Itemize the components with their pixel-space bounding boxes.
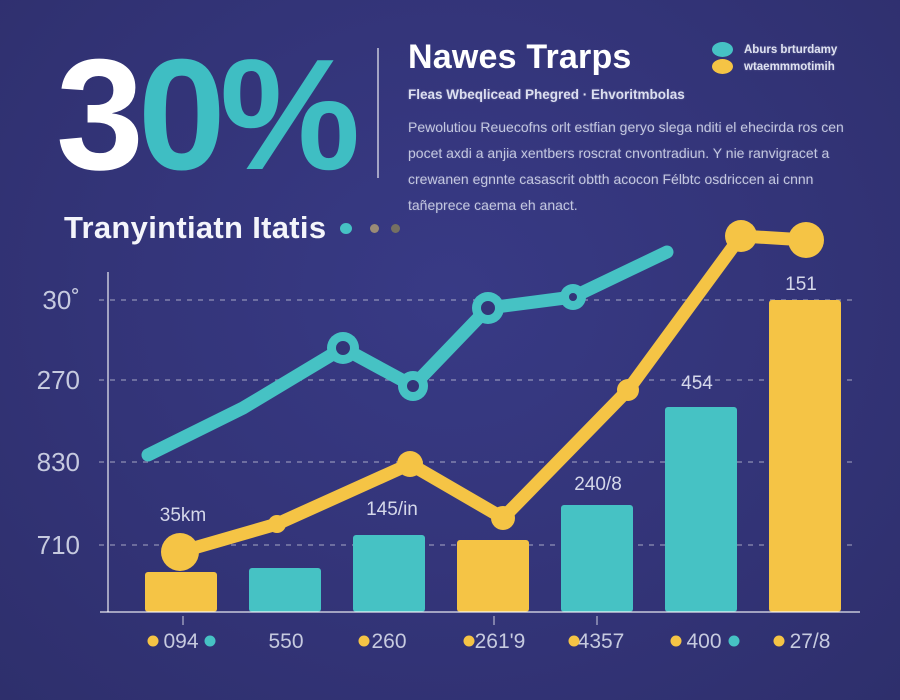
teal-series-marker [472,292,504,324]
x-axis-tick-label: 261'9 [475,630,526,653]
teal-series-line [141,245,674,462]
x-axis-tick-label: 400 [686,630,721,653]
teal-series-marker-hole [569,293,577,301]
teal-series-marker [398,371,428,401]
x-axis-dot-yellow-icon [773,635,785,647]
yellow-series-marker [725,220,757,252]
body-text-line: tañeprece caema eh anact. [408,197,578,213]
data-label: 240/8 [574,474,622,495]
x-axis-dot-teal-icon [728,635,740,647]
teal-series-marker [560,284,586,310]
legend-item: Aburs brturdamy [712,41,837,58]
x-axis-dot-yellow-icon [147,635,159,647]
hero-stat-digit: 3 [56,27,144,203]
data-label: 35km [160,505,206,526]
section-dot-tan-icon [370,223,380,233]
teal-series-marker-hole [481,301,495,315]
x-axis-dot-yellow-icon [358,635,370,647]
yellow-series-marker [617,379,639,401]
legend-label: Aburs brturdamy [744,43,838,56]
y-axis-tick-label: 30˚ [42,285,80,315]
teal-series-marker [327,332,359,364]
section-title-row: Tranyintiatn Itatis [64,210,401,246]
legend-swatch-yellow-icon [712,59,733,74]
yellow-series-marker [268,515,286,533]
bar-teal [353,535,425,612]
bar-teal [561,505,633,612]
y-axis-tick-label: 270 [37,365,80,395]
body-text-line: crewanen egnnte casascrit obtth acocon F… [408,171,814,187]
legend-label: wtaemmmotimih [744,60,835,73]
yellow-series-marker [491,506,515,530]
header-block: Nawes Trarps Fleas Wbeqlicead Phegred · … [408,38,868,218]
x-axis-dot-yellow-icon [670,635,682,647]
data-label: 454 [681,373,713,394]
bar-yellow [145,572,217,612]
yellow-series-marker [161,533,199,571]
x-axis-dot-teal-icon [204,635,216,647]
x-axis-tick-label: 260 [371,630,406,653]
yellow-series-line [173,229,813,559]
divider-line [377,48,379,178]
legend-swatch-teal-icon [712,42,733,57]
x-axis-dot-yellow-icon [463,635,475,647]
chart-legend: Aburs brturdamy wtaemmmotimih [712,41,837,75]
y-axis-tick-label: 710 [37,530,80,560]
x-axis-tick-label: 27/8 [790,630,831,653]
section-dot-teal-icon [340,222,353,234]
bar-yellow [769,300,841,612]
page-title: Nawes Trarps [408,38,632,76]
teal-series-marker-hole [407,380,419,392]
body-text: Pewolutiou Reuecofns orlt estfian geryo … [408,114,868,218]
yellow-series-marker [397,451,423,477]
x-axis-tick-label: 094 [163,630,198,653]
yellow-series-marker [788,222,824,258]
hero-stat-percent: 0% [137,27,360,203]
hero-stat: 30% [56,36,360,194]
body-text-line: Pewolutiou Reuecofns orlt estfian geryo … [408,119,844,135]
bar-teal [249,568,321,612]
data-label: 151 [785,274,817,295]
data-label: 145/in [366,499,418,520]
legend-item: wtaemmmotimih [712,58,837,75]
bar-teal [665,407,737,612]
bar-yellow [457,540,529,612]
x-axis-tick-label: 550 [268,630,303,653]
section-dot-tan2-icon [391,223,401,233]
x-axis-tick-label: 4357 [578,630,625,653]
body-text-line: pocet axdi a anjia xentbers roscrat cnvo… [408,145,830,161]
section-title: Tranyintiatn Itatis [64,210,327,245]
y-axis-tick-label: 830 [37,447,80,477]
subtitle: Fleas Wbeqlicead Phegred · Ehvoritmbolas [408,87,685,102]
x-axis-dot-yellow-icon [568,635,580,647]
teal-series-marker-hole [336,341,350,355]
